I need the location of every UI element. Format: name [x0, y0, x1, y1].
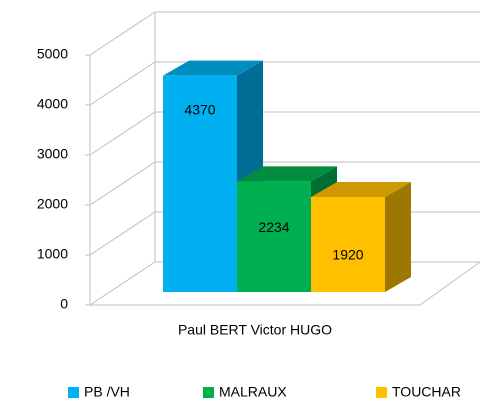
floor [90, 261, 480, 306]
legend-swatch [203, 387, 214, 398]
y-tick-label: 4000 [37, 96, 68, 112]
data-label: 2234 [258, 219, 289, 235]
bar-top [163, 60, 263, 76]
bar [237, 181, 311, 292]
legend-swatch [376, 387, 387, 398]
data-label: 4370 [184, 101, 215, 117]
y-tick-label: 1000 [37, 246, 68, 262]
y-tick-label: 0 [60, 296, 68, 312]
bar-top [311, 181, 411, 197]
y-tick-label: 5000 [37, 46, 68, 62]
x-tick-label: Paul BERT Victor HUGO [178, 322, 332, 338]
legend-label: PB /VH [84, 384, 130, 400]
bar-side [385, 181, 411, 292]
legend-swatch [68, 387, 79, 398]
grid-line [89, 61, 480, 106]
bar-top [237, 166, 337, 182]
y-tick-label: 3000 [37, 146, 68, 162]
data-label: 1920 [332, 247, 363, 263]
y-tick-label: 2000 [37, 196, 68, 212]
bar [311, 196, 385, 292]
grid-line [89, 11, 480, 56]
grid-line [89, 111, 480, 156]
legend-label: TOUCHAR [392, 384, 461, 400]
legend-label: MALRAUX [219, 384, 287, 400]
bar [163, 75, 237, 292]
